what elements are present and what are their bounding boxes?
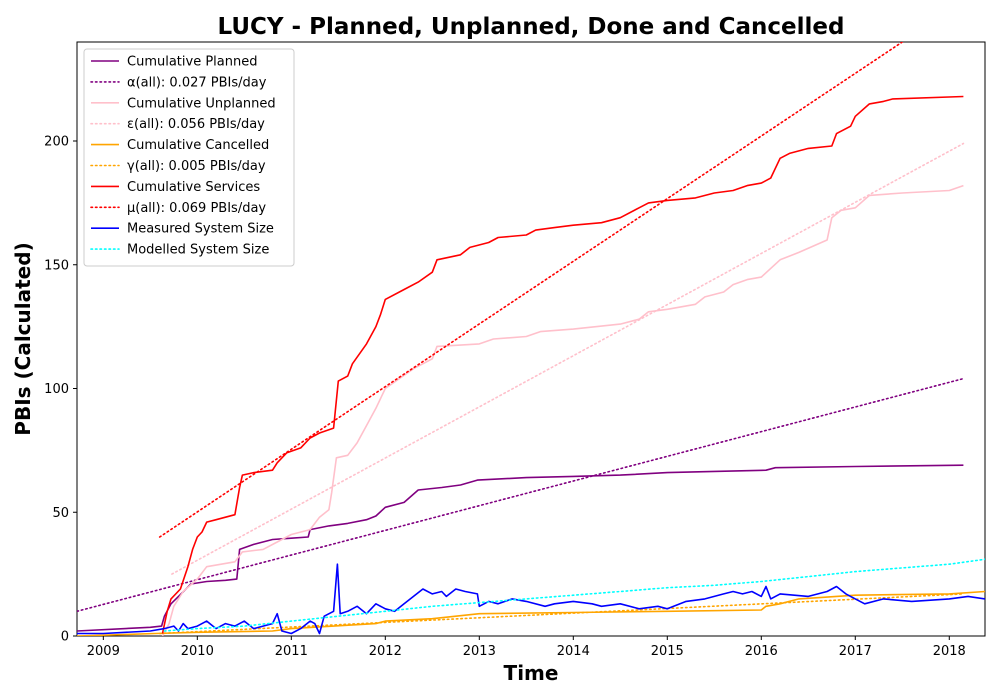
legend-entry: Cumulative Unplanned [127, 96, 276, 111]
x-tick-label: 2009 [87, 644, 120, 659]
series-line-3 [161, 184, 964, 636]
series-line-2 [77, 377, 965, 613]
series-layer [77, 42, 985, 636]
legend-entry: ε(all): 0.056 PBIs/day [127, 117, 265, 132]
y-tick-label: 200 [44, 135, 69, 150]
x-tick-label: 2011 [275, 644, 308, 659]
series-line-10 [163, 558, 985, 632]
legend-entry: Cumulative Planned [127, 55, 257, 70]
y-axis-title: PBIs (Calculated) [11, 242, 35, 435]
y-tick-label: 100 [44, 382, 69, 397]
chart-title: LUCY - Planned, Unplanned, Done and Canc… [218, 14, 845, 40]
legend-entry: Cumulative Cancelled [127, 138, 269, 153]
legend-entry: μ(all): 0.069 PBIs/day [127, 201, 266, 216]
legend-entry: Cumulative Services [127, 180, 260, 195]
x-tick-label: 2010 [181, 644, 214, 659]
x-tick-label: 2015 [651, 644, 684, 659]
y-tick-label: 50 [52, 506, 69, 521]
legend-entry: Measured System Size [127, 222, 274, 237]
x-axis-title: Time [504, 661, 559, 685]
x-tick-label: 2017 [839, 644, 872, 659]
series-line-8 [158, 42, 904, 538]
legend: Cumulative Planned α(all): 0.027 PBIs/day… [83, 48, 295, 267]
axis-ticks: 2009 2010 2011 2012 2013 2014 2015 2016 2017 2018… [44, 135, 966, 660]
series-line-9 [77, 563, 985, 635]
series-line-4 [171, 142, 965, 575]
series-line-5 [77, 590, 985, 636]
y-tick-label: 150 [44, 258, 69, 273]
legend-entry: Modelled System Size [127, 243, 269, 258]
x-tick-label: 2014 [557, 644, 590, 659]
legend-entry: γ(all): 0.005 PBIs/day [127, 159, 266, 174]
x-tick-label: 2018 [933, 644, 966, 659]
plot-area [76, 41, 986, 637]
x-tick-label: 2012 [369, 644, 402, 659]
x-tick-label: 2013 [463, 644, 496, 659]
series-line-7 [161, 95, 964, 634]
x-tick-label: 2016 [745, 644, 778, 659]
legend-box [83, 48, 295, 267]
series-line-1 [77, 464, 964, 632]
y-tick-label: 0 [61, 630, 69, 645]
series-line-6 [158, 593, 965, 635]
legend-entry: α(all): 0.027 PBIs/day [127, 75, 267, 90]
